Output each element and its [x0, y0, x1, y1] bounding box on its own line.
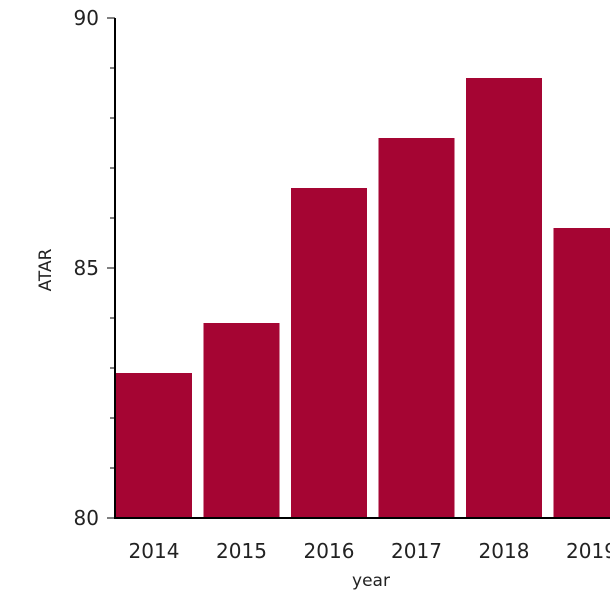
- x-axis-tick-labels: 2014 2015 2016 2017 2018 2019: [129, 539, 610, 563]
- bar-2017: [378, 138, 455, 518]
- y-tick-label-80: 80: [74, 506, 99, 530]
- x-tick-label-2016: 2016: [304, 539, 355, 563]
- bar-2018: [466, 78, 542, 518]
- x-axis-title: year: [352, 571, 390, 591]
- bar-2015: [203, 323, 280, 518]
- bar-2016: [291, 188, 367, 518]
- y-axis-title: ATAR: [36, 248, 56, 291]
- bar-2014: [116, 373, 192, 518]
- bars-group: [116, 78, 610, 518]
- bar-2019: [553, 228, 610, 518]
- y-tick-label-85: 85: [74, 256, 99, 280]
- y-axis-ticks: 80 85 90: [74, 6, 115, 530]
- x-tick-label-2015: 2015: [216, 539, 267, 563]
- x-tick-label-2019: 2019: [566, 539, 610, 563]
- x-tick-label-2017: 2017: [391, 539, 442, 563]
- x-tick-label-2014: 2014: [129, 539, 180, 563]
- y-tick-label-90: 90: [74, 6, 99, 30]
- x-tick-label-2018: 2018: [479, 539, 530, 563]
